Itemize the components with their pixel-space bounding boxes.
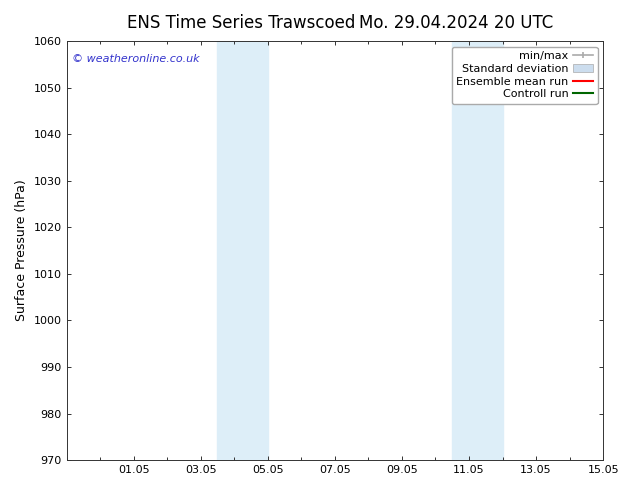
Bar bbox=[452, 41, 503, 460]
Y-axis label: Surface Pressure (hPa): Surface Pressure (hPa) bbox=[15, 180, 28, 321]
Legend: min/max, Standard deviation, Ensemble mean run, Controll run: min/max, Standard deviation, Ensemble me… bbox=[452, 47, 598, 104]
Text: © weatheronline.co.uk: © weatheronline.co.uk bbox=[72, 53, 200, 64]
Text: Mo. 29.04.2024 20 UTC: Mo. 29.04.2024 20 UTC bbox=[359, 14, 553, 32]
Bar bbox=[217, 41, 268, 460]
Text: ENS Time Series Trawscoed: ENS Time Series Trawscoed bbox=[127, 14, 355, 32]
